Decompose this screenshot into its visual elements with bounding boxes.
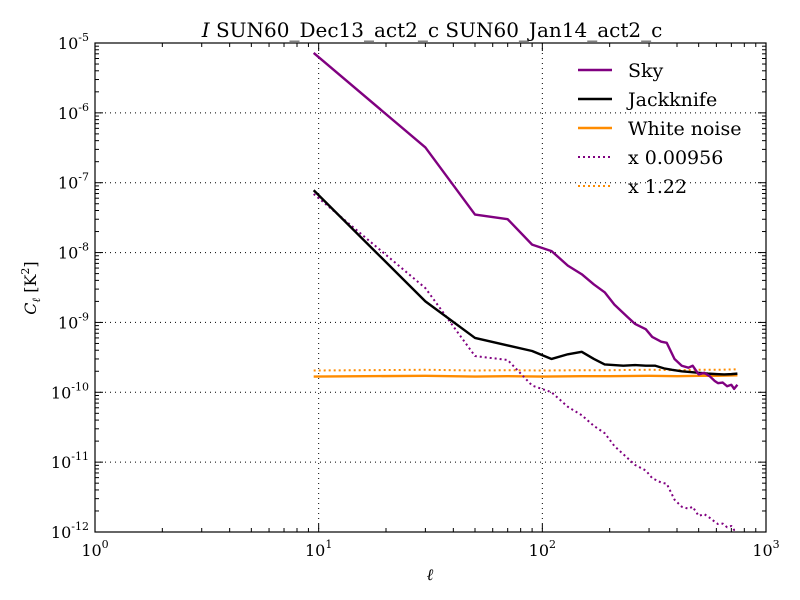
series-line-jackknife bbox=[312, 189, 738, 376]
y-tick-label-base: 10 bbox=[58, 244, 78, 263]
chart-title-rest: SUN60_Dec13_act2_c SUN60_Jan14_act2_c bbox=[210, 18, 663, 42]
y-axis-label: Cℓ [K2] bbox=[19, 261, 43, 314]
plot-frame bbox=[94, 42, 767, 533]
y-axis-label-unit-sup: 2 bbox=[19, 268, 32, 275]
y-tick-label: 10-11 bbox=[51, 450, 89, 472]
y-tick-label-exp: -7 bbox=[78, 171, 89, 184]
y-tick-label-base: 10 bbox=[51, 383, 71, 402]
x-tick-labels: 100 101 102 103 bbox=[81, 538, 779, 560]
y-tick-label: 10-10 bbox=[51, 380, 89, 402]
y-tick-label-exp: -11 bbox=[71, 450, 89, 463]
y-tick-label-exp: -6 bbox=[78, 101, 89, 114]
y-tick-label-exp: -10 bbox=[71, 380, 89, 393]
x-tick-label-exp: 2 bbox=[549, 538, 556, 551]
series-line-white-noise bbox=[313, 374, 738, 378]
x-tick-label-base: 10 bbox=[752, 541, 772, 560]
x-tick-label: 101 bbox=[305, 538, 332, 560]
chart-title-italic: I bbox=[201, 18, 211, 42]
y-axis-label-sub: ℓ bbox=[30, 297, 43, 302]
y-tick-label: 10-9 bbox=[58, 310, 89, 332]
legend-label: Sky bbox=[628, 60, 664, 82]
legend: Sky Jackknife White noise x 0.00956 x 1.22 bbox=[578, 60, 742, 198]
x-tick-label: 103 bbox=[752, 538, 779, 560]
y-axis-label-unit-open: [K bbox=[21, 274, 40, 298]
x-tick-label-base: 10 bbox=[81, 541, 101, 560]
y-tick-label-exp: -12 bbox=[71, 520, 89, 533]
series-lines bbox=[312, 52, 739, 532]
x-tick-label-base: 10 bbox=[529, 541, 549, 560]
chart-title: I SUN60_Dec13_act2_c SUN60_Jan14_act2_c bbox=[201, 18, 663, 42]
series-line-x-0-00956 bbox=[313, 193, 738, 532]
legend-label: x 1.22 bbox=[628, 176, 687, 198]
legend-label: x 0.00956 bbox=[628, 147, 723, 169]
x-tick-label: 102 bbox=[529, 538, 556, 560]
y-tick-label: 10-7 bbox=[58, 171, 89, 193]
y-tick-label: 10-5 bbox=[58, 31, 89, 53]
y-tick-label: 10-6 bbox=[58, 101, 89, 123]
x-tick-label-base: 10 bbox=[305, 541, 325, 560]
x-tick-label-exp: 0 bbox=[102, 538, 109, 551]
y-tick-label-exp: -9 bbox=[78, 310, 89, 323]
y-tick-label-exp: -5 bbox=[78, 31, 89, 44]
series-line-sky bbox=[312, 52, 739, 391]
x-tick-label-exp: 3 bbox=[773, 538, 780, 551]
x-tick-label: 100 bbox=[81, 538, 108, 560]
y-tick-label-base: 10 bbox=[51, 453, 71, 472]
y-tick-label: 10-8 bbox=[58, 241, 89, 263]
y-axis-label-unit-close: ] bbox=[21, 261, 40, 267]
y-tick-label-base: 10 bbox=[58, 313, 78, 332]
y-tick-label-base: 10 bbox=[58, 34, 78, 53]
y-tick-label-base: 10 bbox=[51, 523, 71, 542]
x-tick-label-exp: 1 bbox=[325, 538, 332, 551]
y-tick-label-base: 10 bbox=[58, 104, 78, 123]
legend-label: Jackknife bbox=[626, 89, 717, 111]
legend-label: White noise bbox=[628, 118, 742, 140]
y-tick-label-base: 10 bbox=[58, 174, 78, 193]
x-axis-label: ℓ bbox=[427, 565, 434, 584]
grid bbox=[95, 43, 766, 532]
y-tick-label: 10-12 bbox=[51, 520, 89, 542]
y-tick-label-exp: -8 bbox=[78, 241, 89, 254]
axis-ticks bbox=[94, 42, 767, 533]
y-axis-label-base: C bbox=[21, 302, 40, 314]
